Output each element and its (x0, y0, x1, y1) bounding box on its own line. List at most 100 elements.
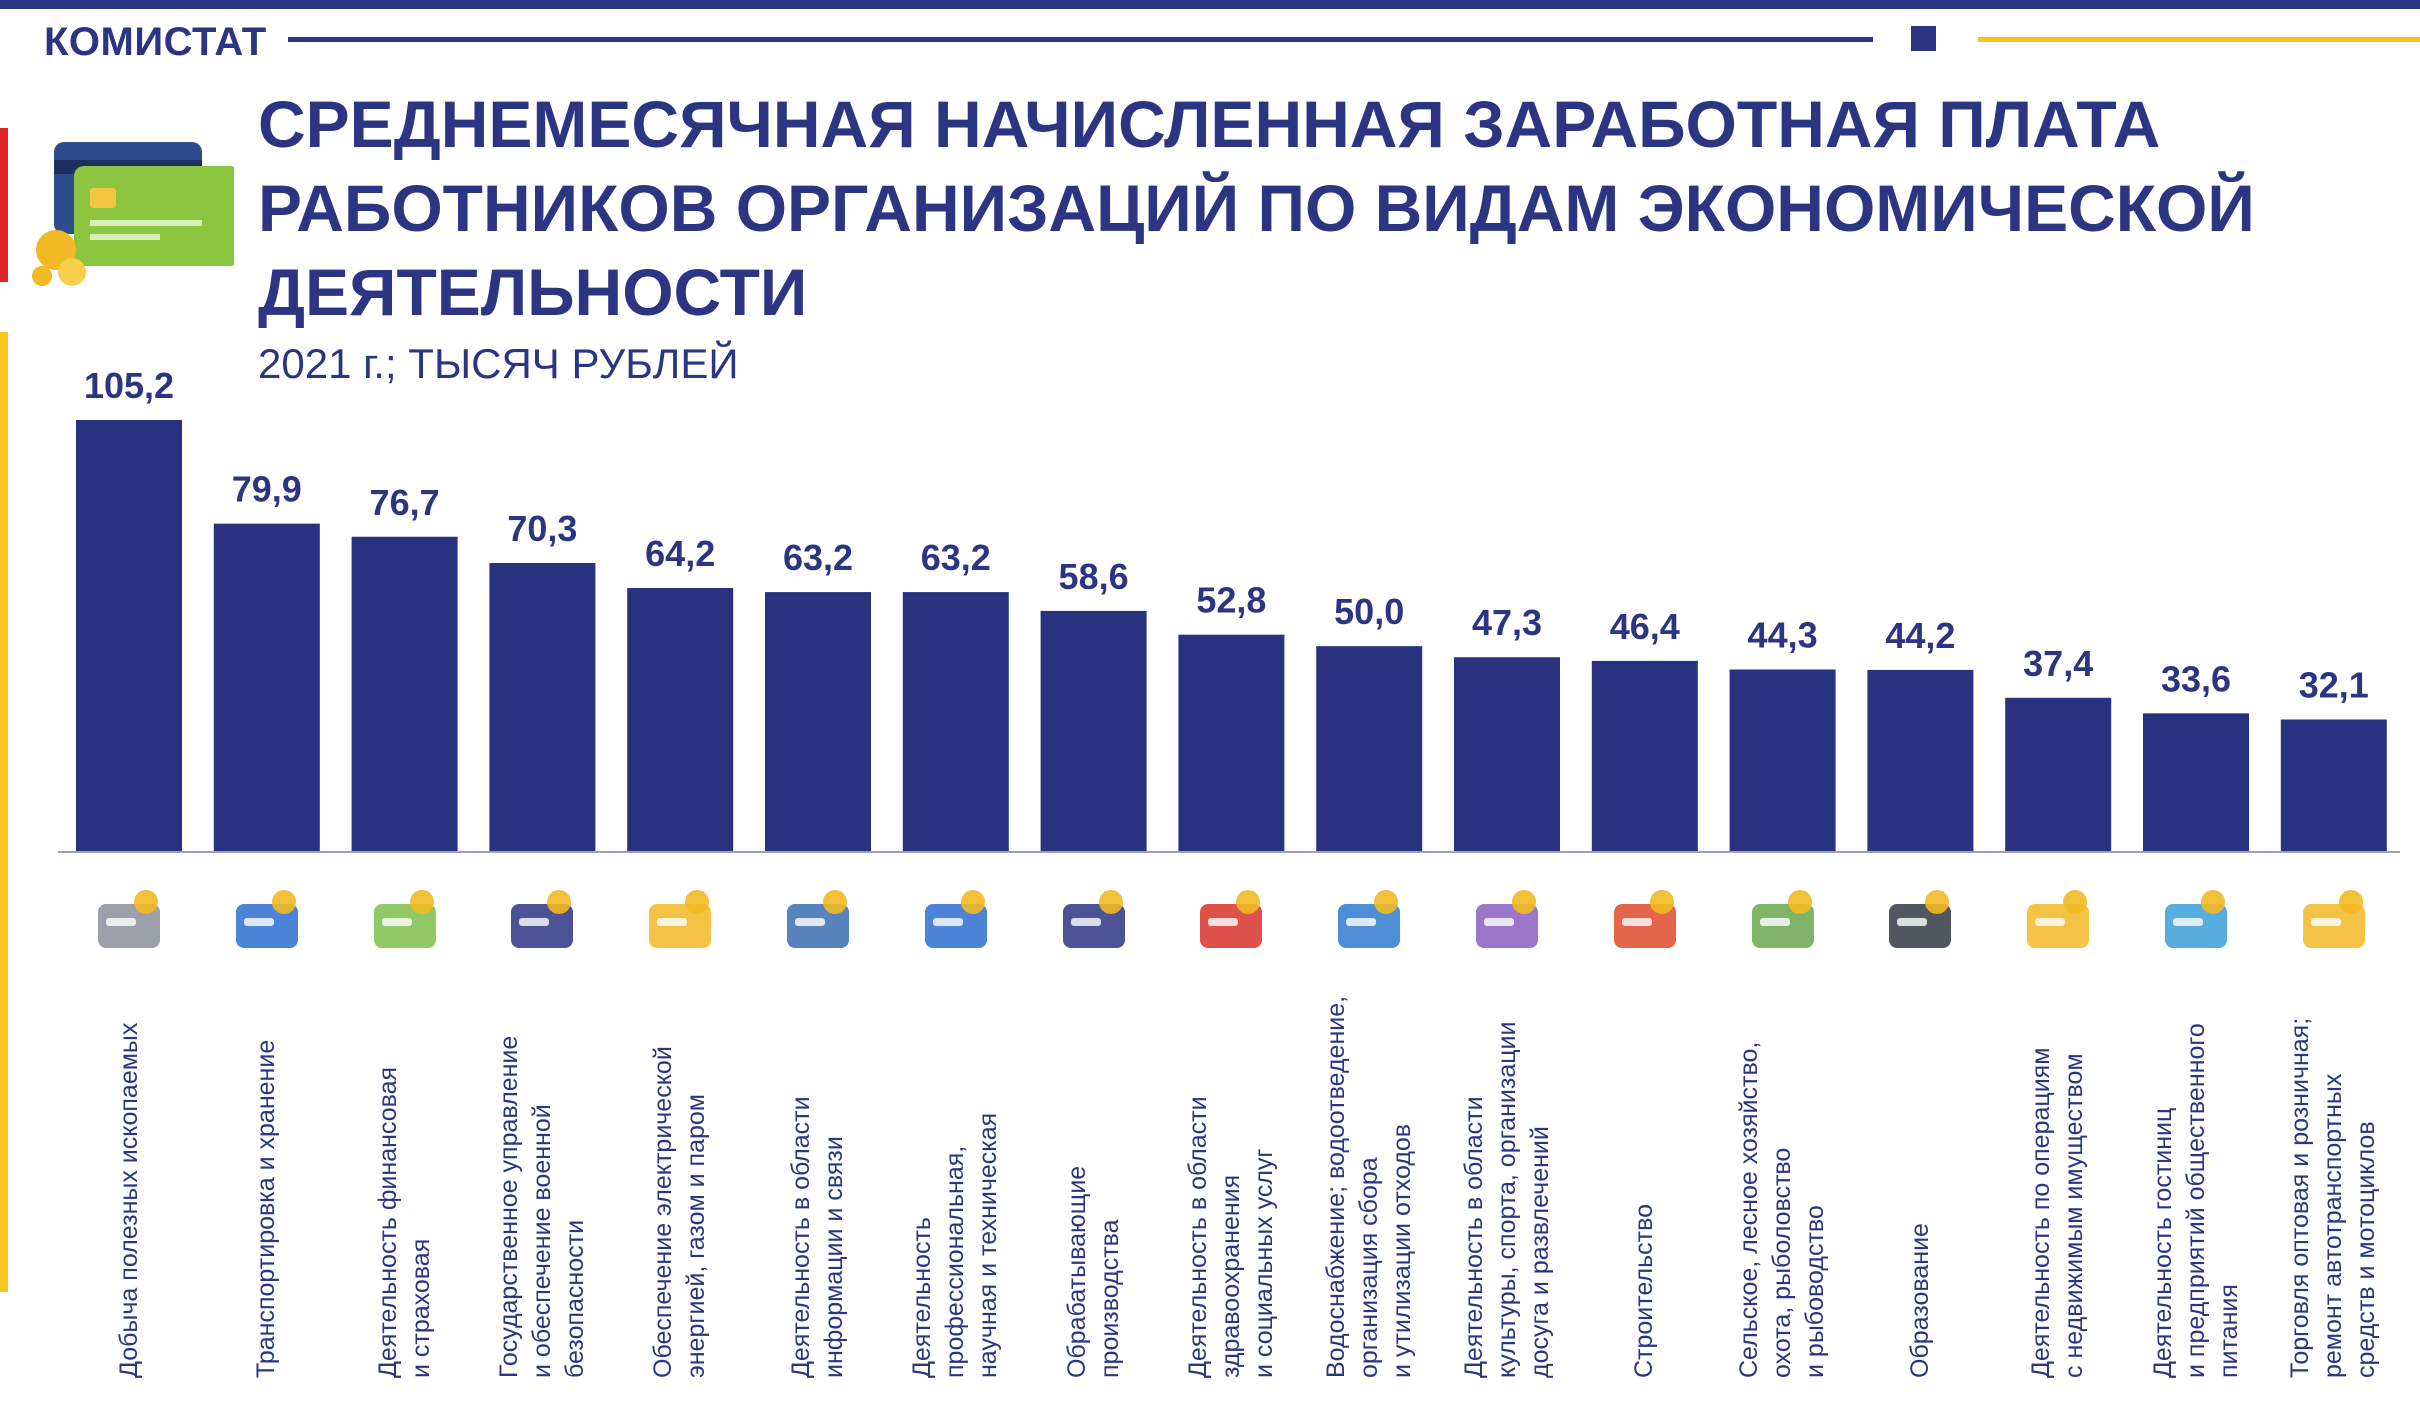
bar (1316, 646, 1423, 851)
category-label-line: Деятельность в области (1459, 1096, 1488, 1378)
category-label-line: досуга и развлечений (1525, 1126, 1554, 1378)
category-label-line: ремонт автотранспортных (2319, 1073, 2348, 1378)
category-label-line: Образование (1905, 1223, 1934, 1378)
phone-mail-icon (773, 878, 863, 968)
bar (489, 562, 596, 851)
category-label-line: Деятельность по операциям (2027, 1047, 2056, 1378)
category-label-line: питания (2214, 1284, 2243, 1378)
energy-lightbulb-icon (635, 878, 725, 968)
bar-value-label: 64,2 (645, 533, 715, 574)
shop-coins-icon (2289, 878, 2379, 968)
stethoscope-icon (1186, 878, 1276, 968)
category-label: Деятельность в области здравоохранения и с… (1182, 1096, 1281, 1378)
bar (1591, 660, 1698, 851)
category-label-line: Деятельность (908, 1217, 937, 1378)
category-label-line: с недвижимым имуществом (2060, 1053, 2089, 1378)
category-label-line: научная и техническая (974, 1112, 1003, 1378)
food-dish-icon (2151, 878, 2241, 968)
bar (2143, 713, 2249, 851)
chart-subtitle: 2021 г.; ТЫСЯЧ РУБЛЕЙ (258, 340, 739, 387)
bar (2005, 697, 2112, 851)
category-label-line: и страховая (406, 1238, 435, 1378)
bar (2280, 719, 2387, 851)
bar-value-label: 105,2 (84, 365, 174, 406)
header-line (288, 37, 1873, 42)
category-label: Сельское, лесное хозяйство, охота, рыболо… (1733, 1042, 1832, 1378)
house-coins-icon (2013, 878, 2103, 968)
bar (765, 592, 871, 851)
category-label-line: Обеспечение электрической (649, 1046, 678, 1378)
category-label: Деятельность профессиональная, научная и т… (906, 1113, 1005, 1378)
microscope-icon (911, 878, 1001, 968)
category-label-line: и обеспечение военной (527, 1104, 556, 1378)
bar (1454, 657, 1560, 851)
category-label-line: и утилизации отходов (1387, 1123, 1416, 1378)
category-label: Деятельность по операциям с недвижимым им… (2025, 1048, 2091, 1378)
bar (627, 587, 734, 851)
bar (902, 592, 1009, 851)
bar-value-label: 37,4 (2023, 643, 2093, 684)
bar-value-label: 52,8 (1196, 580, 1266, 621)
bar (351, 536, 458, 851)
bar-value-label: 33,6 (2161, 658, 2231, 699)
category-label-line: энергией, газом и паром (682, 1094, 711, 1378)
category-label-line: производства (1095, 1219, 1124, 1378)
category-label-line: безопасности (560, 1219, 589, 1378)
category-label: Деятельность финансовая и страховая (372, 1067, 438, 1378)
government-official-icon (497, 878, 587, 968)
bar-value-label: 70,3 (507, 508, 577, 549)
bar (1040, 610, 1147, 851)
category-label-line: Торговля оптовая и розничная; (2286, 1017, 2315, 1378)
category-label: Деятельность в области информации и связи (785, 1096, 851, 1378)
bar-value-label: 63,2 (921, 537, 991, 578)
category-label-line: культуры, спорта, организации (1492, 1021, 1521, 1378)
category-label-line: и социальных услуг (1249, 1148, 1278, 1378)
bar-value-label: 63,2 (783, 537, 853, 578)
bar (76, 420, 182, 851)
oil-pump-icon (84, 878, 174, 968)
top-rule (0, 0, 2420, 9)
vegetables-icon (1738, 878, 1828, 968)
bar (1867, 669, 1974, 851)
category-label: Добыча полезных ископаемых (113, 1023, 146, 1378)
bar-value-label: 58,6 (1059, 556, 1129, 597)
category-label: Деятельность гостиниц и предприятий общес… (2147, 1023, 2246, 1378)
category-label-line: профессиональная, (941, 1145, 970, 1378)
category-label-line: здравоохранения (1216, 1174, 1245, 1378)
hammer-gear-icon (1049, 878, 1139, 968)
category-label-line: Транспортировка и хранение (252, 1039, 281, 1378)
bus-truck-icon (222, 878, 312, 968)
bar (1729, 669, 1836, 851)
category-label: Транспортировка и хранение (250, 1040, 283, 1378)
header-accent-line (1978, 37, 2420, 42)
category-label-line: Сельское, лесное хозяйство, (1735, 1041, 1764, 1378)
category-label-line: Строительство (1630, 1204, 1659, 1378)
category-label-line: и предприятий общественного (2181, 1023, 2210, 1378)
bar-value-label: 50,0 (1334, 591, 1404, 632)
category-label-line: Государственное управление (494, 1035, 523, 1378)
category-label: Деятельность в области культуры, спорта, … (1458, 1022, 1557, 1378)
bar (1178, 634, 1285, 851)
category-label: Обрабатывающие производства (1061, 1166, 1127, 1378)
brand-logo-text: КОМИСТАТ (44, 20, 267, 64)
graduation-cap-icon (1875, 878, 1965, 968)
category-label-line: Водоснабжение; водоотведение, (1321, 995, 1350, 1378)
theatre-tickets-icon (1462, 878, 1552, 968)
header-square (1911, 26, 1936, 51)
water-pipe-icon (1324, 878, 1414, 968)
credit-cards-icon (32, 142, 234, 286)
category-label-line: Деятельность гостиниц (2148, 1107, 2177, 1378)
finance-document-icon (360, 878, 450, 968)
category-label: Строительство (1628, 1204, 1661, 1378)
category-label: Образование (1904, 1223, 1937, 1378)
category-label-line: Деятельность в области (1183, 1096, 1212, 1378)
bar-value-label: 46,4 (1610, 606, 1680, 647)
category-label: Водоснабжение; водоотведение, организация… (1320, 996, 1419, 1378)
category-label-line: Деятельность финансовая (373, 1066, 402, 1378)
bar (213, 523, 320, 851)
category-label-line: информации и связи (820, 1136, 848, 1378)
category-label-line: Обрабатывающие (1062, 1165, 1091, 1378)
category-label-line: охота, рыболовство (1768, 1147, 1797, 1378)
category-label-line: средств и мотоциклов (2352, 1121, 2381, 1378)
